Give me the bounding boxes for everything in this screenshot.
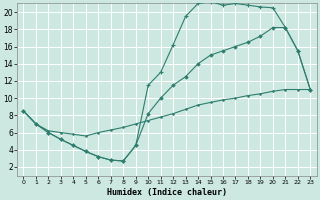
X-axis label: Humidex (Indice chaleur): Humidex (Indice chaleur): [107, 188, 227, 197]
